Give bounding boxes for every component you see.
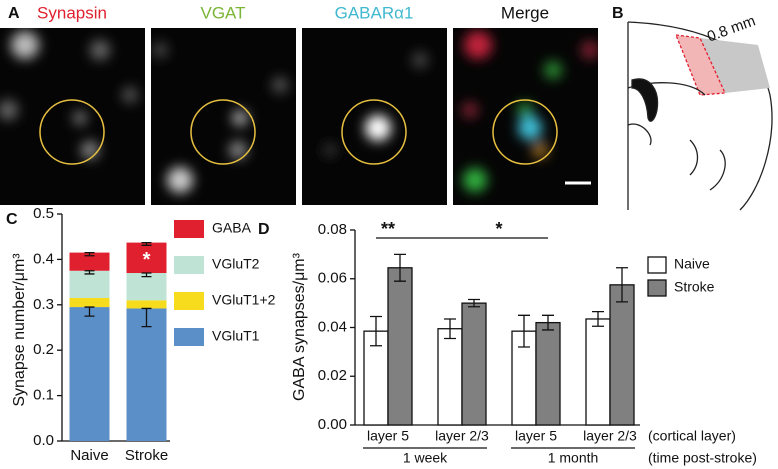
legend-swatch [174, 220, 204, 238]
panel-label: A [8, 5, 20, 22]
error-bar [444, 318, 456, 340]
bar [585, 318, 611, 426]
bar [437, 328, 463, 426]
group-label: 1 week [403, 450, 448, 466]
bar [609, 284, 635, 426]
x-tick-label: layer 2/3 [435, 428, 489, 444]
y-tick-label: 0.5 [33, 205, 54, 222]
bar-segment [126, 308, 167, 441]
y-tick-label: 0.3 [33, 296, 54, 313]
bar [387, 267, 413, 426]
micrograph [151, 28, 296, 205]
scale-label: 0.8 mm [705, 12, 758, 45]
x-tick-label: layer 2/3 [583, 428, 637, 444]
x-tick-label: layer 5 [515, 428, 557, 444]
legend-label: VGluT1+2 [212, 292, 276, 308]
panel-label: D [258, 221, 270, 238]
image-title: Synapsin [37, 3, 107, 22]
bar [535, 321, 561, 426]
row-label: (time post-stroke) [648, 450, 757, 466]
bar-segment [69, 252, 110, 271]
annotation: * [495, 219, 502, 239]
x-tick-label: Stroke [125, 447, 168, 464]
error-bar [468, 298, 480, 308]
image-title: Merge [501, 3, 549, 22]
image-title: VGAT [200, 3, 245, 22]
error-bar [141, 272, 152, 278]
legend-label: Naive [674, 256, 710, 272]
y-tick-label: 0.08 [318, 221, 347, 238]
y-tick-label: 0.06 [318, 270, 347, 287]
y-tick-label: 0.2 [33, 341, 54, 358]
bar-segment [126, 300, 167, 309]
y-tick-label: 0.04 [318, 318, 347, 335]
annotation: * [143, 249, 151, 271]
y-tick-label: 0.00 [318, 416, 347, 433]
error-bar [518, 314, 530, 348]
error-bar [141, 307, 152, 328]
error-bar [592, 311, 604, 327]
x-tick-label: Naive [70, 447, 108, 464]
y-tick-label: 0.1 [33, 387, 54, 404]
panel-label: C [6, 211, 18, 228]
legend-swatch [174, 256, 204, 274]
legend-label: VGluT1 [212, 328, 260, 344]
image-title: GABARα1 [335, 3, 414, 22]
error-bar [84, 251, 95, 257]
legend-swatch [647, 256, 667, 274]
legend-swatch [174, 328, 204, 346]
brain-diagram [627, 21, 773, 211]
bar [461, 302, 487, 426]
annotation: ** [381, 219, 395, 239]
error-bar [84, 306, 95, 317]
row-label: (cortical layer) [648, 428, 736, 444]
y-tick-label: 0.0 [33, 432, 54, 449]
legend-swatch [174, 292, 204, 310]
error-bar [542, 314, 554, 331]
group-label: 1 month [548, 450, 599, 466]
error-bar [84, 270, 95, 275]
error-bar [616, 267, 628, 303]
y-axis-label: GABA synapses/μm³ [291, 252, 308, 401]
legend-label: GABA [212, 220, 252, 236]
error-bar [370, 315, 382, 347]
error-bar [394, 253, 406, 282]
y-tick-label: 0.02 [318, 367, 347, 384]
charts: 0.0 0.1 0.2 0.3 0.4 0.5 Synapse number/μm³ Naiv… [11, 205, 757, 466]
legend-label: VGluT2 [212, 256, 260, 272]
micrograph [453, 28, 598, 205]
x-tick-label: layer 5 [367, 428, 409, 444]
bar-segment [69, 307, 110, 441]
bar-segment [69, 270, 110, 298]
micrograph [0, 28, 145, 205]
error-bar [141, 241, 152, 246]
panel-label: B [612, 5, 624, 22]
bar-segment [69, 297, 110, 308]
bar [363, 330, 389, 426]
bar-segment [126, 273, 167, 301]
legend-label: Stroke [674, 279, 715, 295]
legend-swatch [647, 279, 667, 297]
micrograph [302, 28, 447, 205]
bar-segment [126, 242, 167, 274]
y-tick-label: 0.4 [33, 250, 54, 267]
y-axis-label: Synapse number/μm³ [11, 253, 28, 407]
